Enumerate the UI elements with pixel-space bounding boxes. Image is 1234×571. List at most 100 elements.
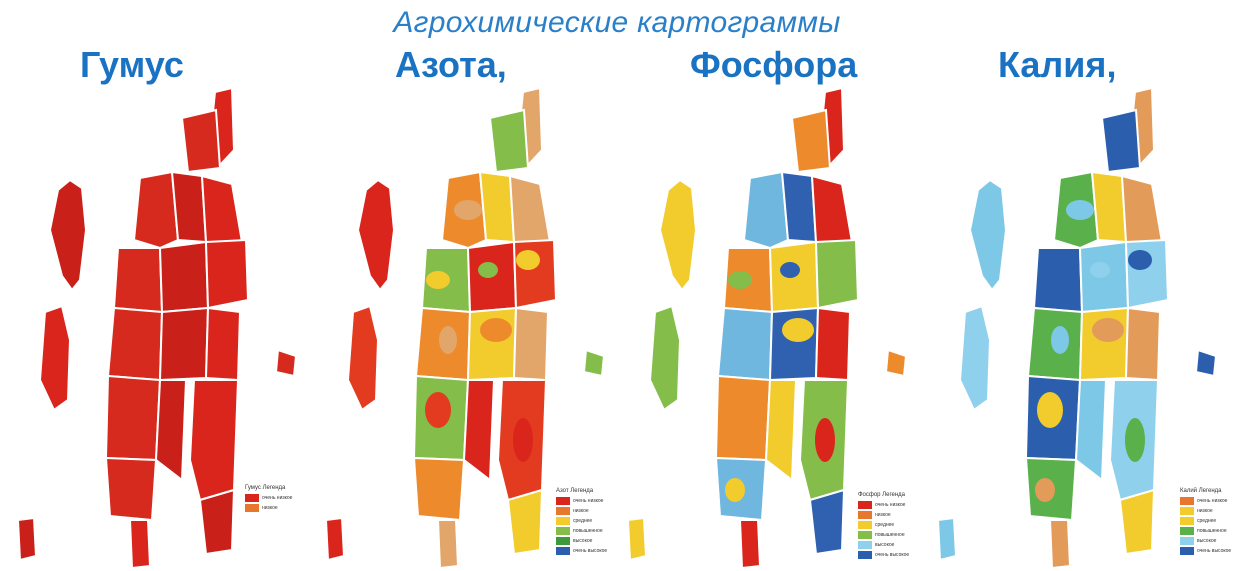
map-label-nitrogen: Азота,: [395, 44, 507, 85]
soil-zone: [756, 200, 784, 220]
field-sw-corner: [626, 516, 648, 562]
legend-label: повышенное: [875, 532, 905, 538]
soil-zone: [1038, 271, 1062, 289]
soil-zone: [815, 418, 835, 462]
field-south-e: [1118, 488, 1156, 556]
legend-title: Гумус Легенда: [245, 485, 286, 491]
soil-zone: [1092, 318, 1124, 342]
legend-item: очень низкое: [858, 500, 909, 510]
legend-item: очень высокое: [556, 546, 607, 556]
soil-zone: [741, 326, 759, 354]
field-west-island: [968, 178, 1008, 292]
legend-item: очень высокое: [1180, 546, 1231, 556]
field-sw-corner: [324, 516, 346, 562]
field-south-e: [808, 488, 846, 556]
field-center-c: [1124, 306, 1162, 382]
map-panel-potassium: Калий Легенда очень низкое низкое средне…: [930, 80, 1231, 571]
legend-swatch: [1180, 547, 1194, 555]
field-south-e: [198, 488, 236, 556]
soil-zone: [1037, 392, 1063, 428]
legend-label: очень низкое: [262, 495, 293, 501]
field-center-a: [106, 306, 164, 382]
field-main-d: [112, 247, 164, 314]
field-sw-corner: [16, 516, 38, 562]
legend-item: среднее: [858, 520, 909, 530]
legend-label: низкое: [573, 508, 589, 514]
legend-swatch: [556, 527, 570, 535]
legend-label: очень высокое: [875, 552, 910, 558]
map-label-humus: Гумус: [80, 44, 184, 85]
legend-title: Азот Легенда: [556, 488, 594, 494]
soil-zone: [782, 318, 814, 342]
legend-swatch: [556, 547, 570, 555]
field-west-island: [48, 178, 88, 292]
legend-item: очень высокое: [858, 550, 909, 560]
soil-zone: [1051, 326, 1069, 354]
legend-nitrogen: Азот Легенда очень низкое низкое среднее…: [556, 488, 607, 556]
soil-zone: [516, 250, 540, 270]
field-main-f: [814, 238, 860, 310]
legend-item: повышенное: [858, 530, 909, 540]
legend-label: низкое: [875, 512, 891, 518]
field-main-b: [780, 170, 818, 244]
legend-item: повышенное: [1180, 526, 1231, 536]
field-south-c: [188, 379, 240, 502]
legend-swatch: [858, 531, 872, 539]
legend-item: очень низкое: [556, 496, 607, 506]
legend-swatch: [556, 517, 570, 525]
field-center-c: [814, 306, 852, 382]
field-south-tail: [128, 519, 152, 570]
field-north-plot: [488, 108, 530, 174]
field-main-c: [1120, 174, 1164, 243]
field-main-c: [508, 174, 552, 243]
legend-label: среднее: [573, 518, 593, 524]
soil-zone: [480, 318, 512, 342]
field-east-small: [884, 348, 908, 378]
legend-swatch: [1180, 497, 1194, 505]
field-south-a: [104, 374, 162, 462]
soil-zone: [454, 200, 482, 220]
legend-item: повышенное: [556, 526, 607, 536]
legend-label: высокое: [1197, 538, 1217, 544]
soil-zone: [423, 478, 443, 502]
field-map-potassium: [936, 86, 1218, 570]
soil-zone: [1066, 200, 1094, 220]
map-panel-phosphorus: Фосфор Легенда очень низкое низкое средн…: [620, 80, 920, 571]
field-south-b: [764, 379, 798, 482]
legend-swatch: [1180, 517, 1194, 525]
field-west-island: [356, 178, 396, 292]
field-main-b: [478, 170, 516, 244]
soil-zone: [780, 262, 800, 278]
field-north-plot: [790, 108, 832, 174]
field-south-tail: [1048, 519, 1072, 570]
legend-swatch: [1180, 527, 1194, 535]
legend-label: повышенное: [1197, 528, 1227, 534]
legend-swatch: [245, 494, 259, 502]
field-south-tail: [738, 519, 762, 570]
legend-item: низкое: [245, 503, 292, 513]
field-south-b: [154, 379, 188, 482]
legend-swatch: [858, 501, 872, 509]
field-main-f: [1124, 238, 1170, 310]
legend-label: среднее: [1197, 518, 1217, 524]
field-south-tail: [436, 519, 460, 570]
soil-zone: [1125, 418, 1145, 462]
field-main-b: [170, 170, 208, 244]
legend-label: очень высокое: [573, 548, 608, 554]
soil-zone: [1090, 262, 1110, 278]
soil-zone: [725, 478, 745, 502]
soil-zone: [513, 418, 533, 462]
field-east-small: [274, 348, 298, 378]
legend-title: Калий Легенда: [1180, 488, 1222, 494]
legend-label: низкое: [262, 505, 278, 511]
field-main-b: [1090, 170, 1128, 244]
legend-item: низкое: [556, 506, 607, 516]
legend-label: очень высокое: [1197, 548, 1232, 554]
legend-item: среднее: [1180, 516, 1231, 526]
field-main-c: [200, 174, 244, 243]
soil-zone: [439, 326, 457, 354]
legend-swatch: [858, 511, 872, 519]
field-map-nitrogen: [324, 86, 606, 570]
legend-swatch: [245, 504, 259, 512]
legend-swatch: [858, 541, 872, 549]
